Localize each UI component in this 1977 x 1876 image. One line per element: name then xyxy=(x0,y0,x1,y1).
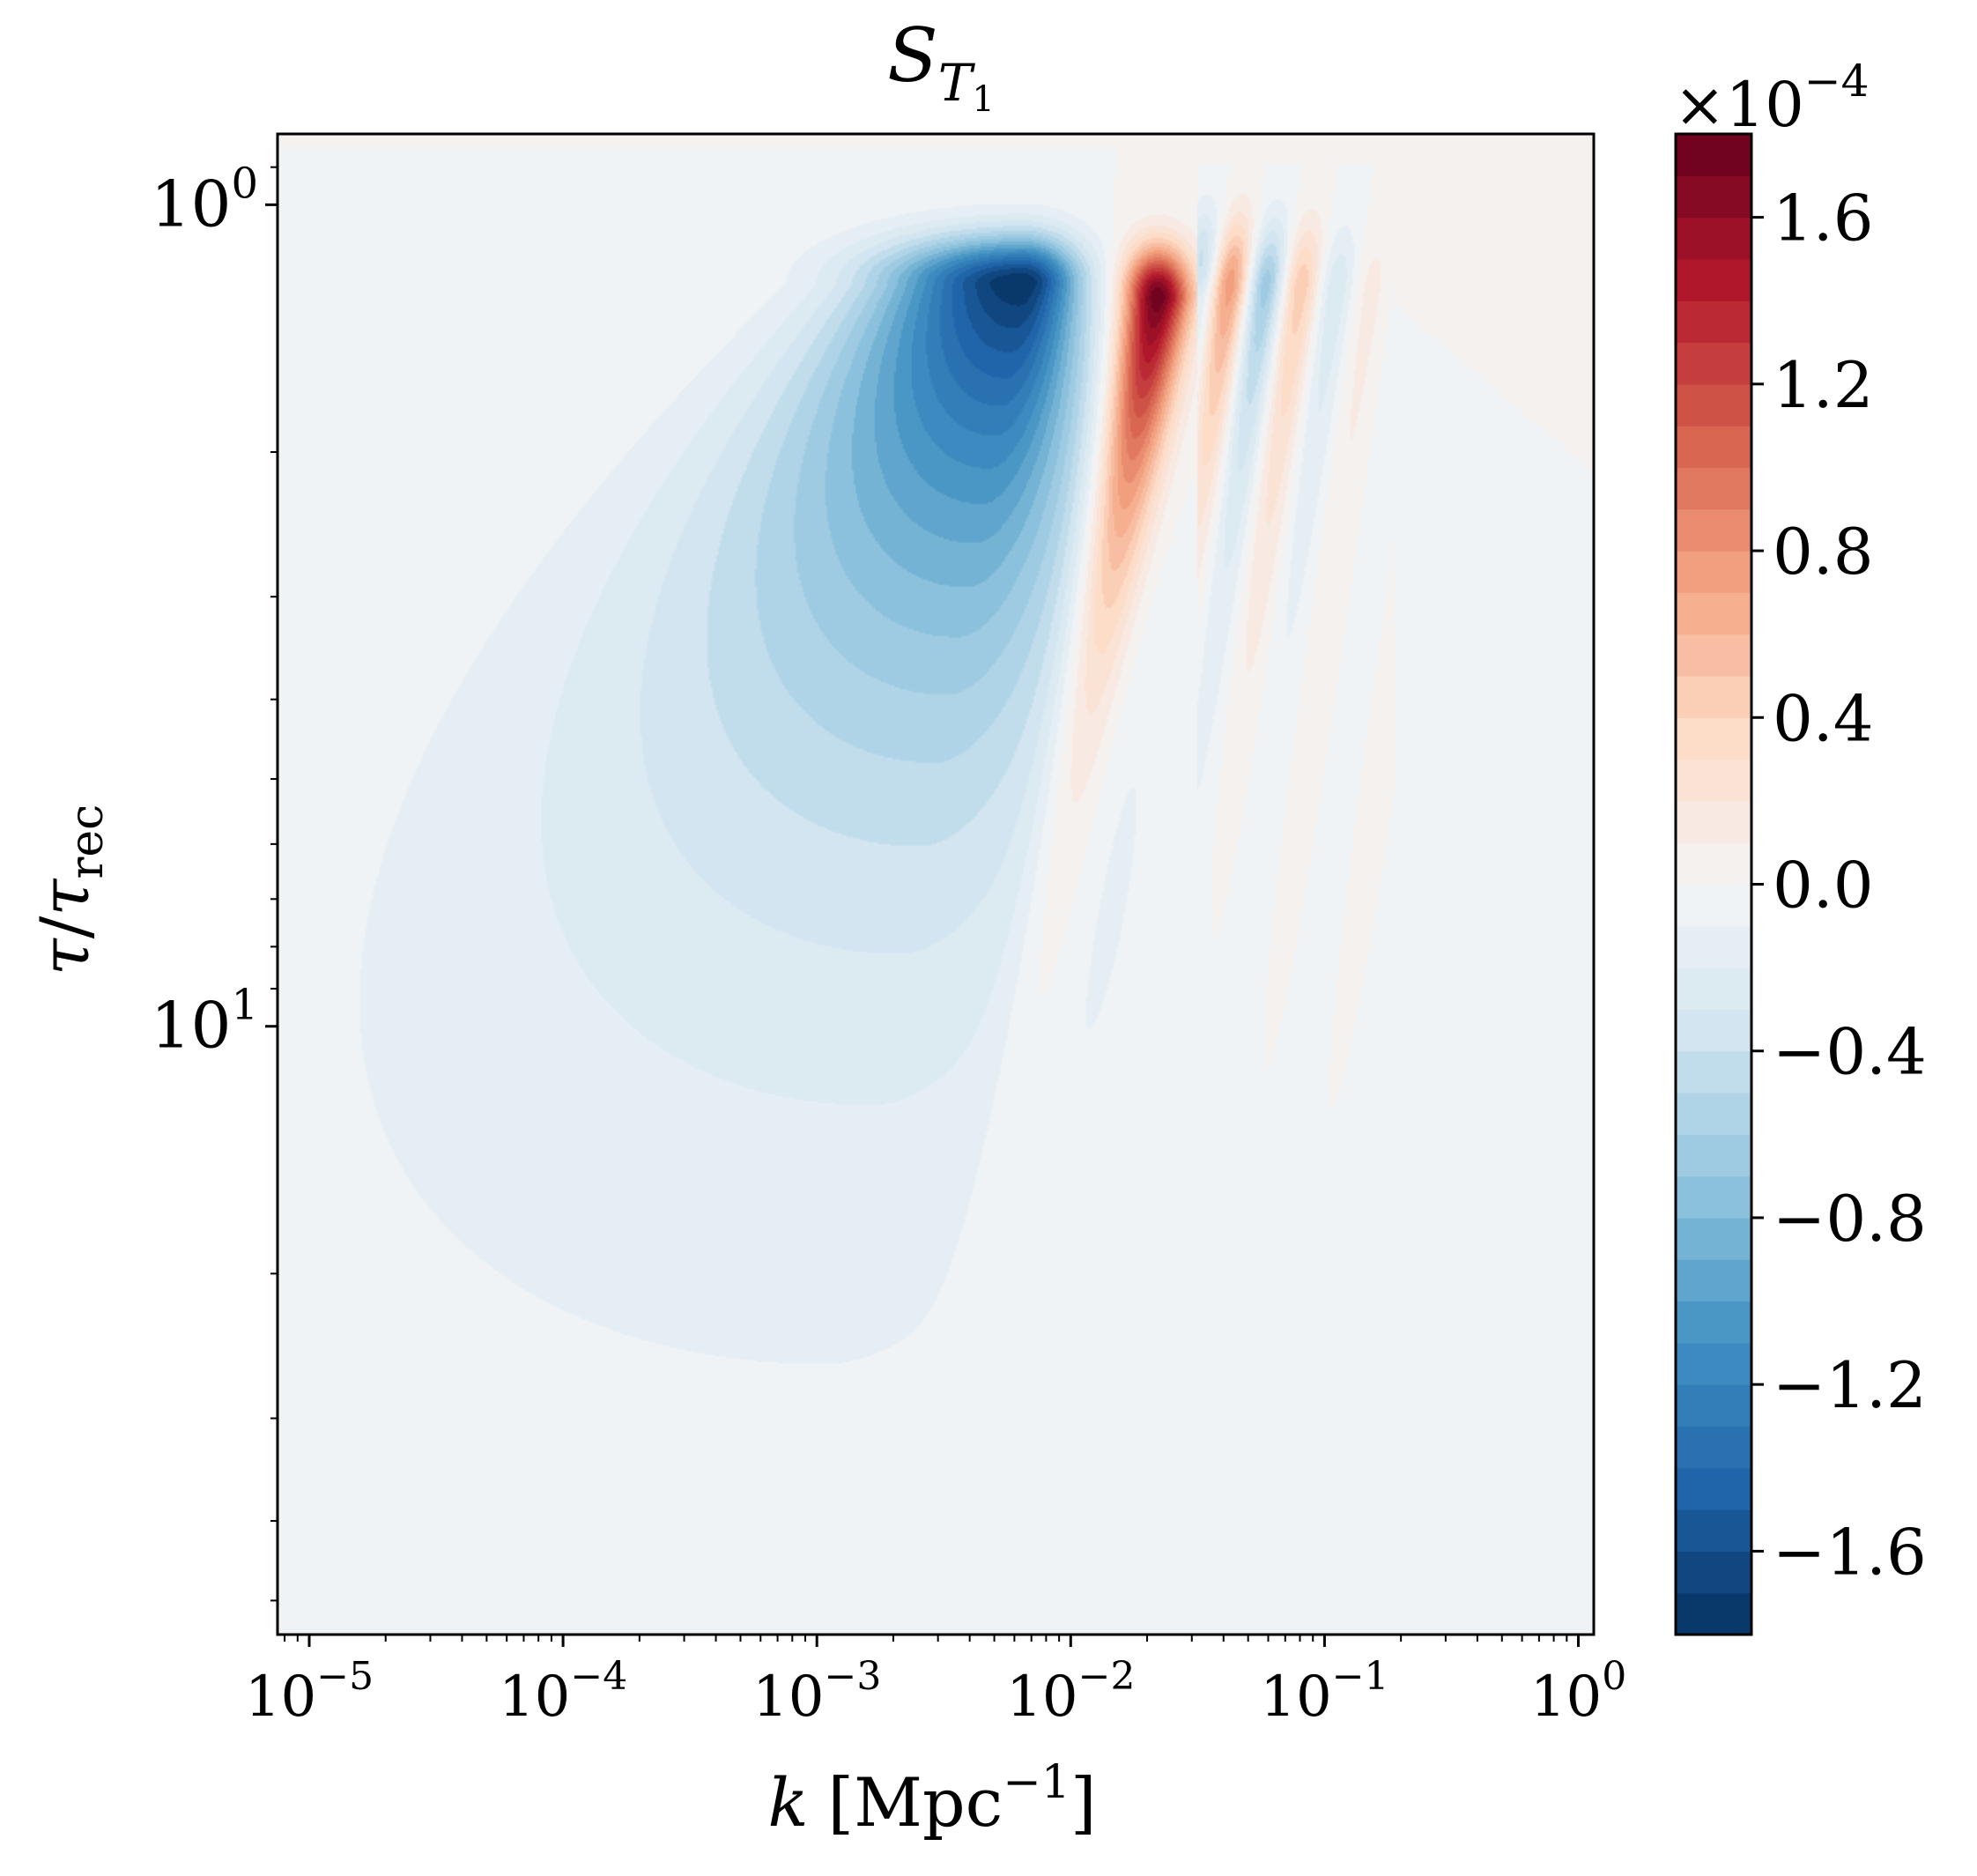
colorbar-tick-label: 0.4 xyxy=(1773,681,1874,755)
heatmap-field xyxy=(278,134,1594,1635)
colorbar-band xyxy=(1676,383,1751,426)
colorbar-tick-label: −0.4 xyxy=(1773,1015,1927,1089)
x-tick-label: 10−5 xyxy=(245,1654,374,1730)
colorbar-band xyxy=(1676,426,1751,469)
colorbar-band xyxy=(1676,508,1751,552)
colorbar-band xyxy=(1676,1342,1751,1385)
colorbar-band xyxy=(1676,258,1751,301)
colorbar-tick-label: 1.2 xyxy=(1773,348,1874,422)
colorbar-band xyxy=(1676,1509,1751,1552)
colorbar-tick-label: 1.6 xyxy=(1773,182,1874,256)
colorbar-band xyxy=(1676,342,1751,385)
x-tick-label: 10−2 xyxy=(1006,1654,1135,1730)
colorbar-tick-label: −1.2 xyxy=(1773,1348,1927,1422)
y-tick-label: 100 xyxy=(151,159,258,241)
colorbar-band xyxy=(1676,551,1751,593)
y-tick-label: 101 xyxy=(151,981,258,1063)
x-axis: 10−5 10−4 10−3 10−2 10−1 100 xyxy=(245,1635,1626,1730)
colorbar-band xyxy=(1676,175,1751,219)
colorbar-band xyxy=(1676,300,1751,344)
colorbar-band xyxy=(1676,675,1751,718)
colorbar-band xyxy=(1676,1050,1751,1094)
colorbar-band xyxy=(1676,1175,1751,1219)
x-tick-label: 10−4 xyxy=(499,1654,627,1730)
x-tick-label: 10−3 xyxy=(752,1654,881,1730)
colorbar-band xyxy=(1676,634,1751,677)
colorbar-band xyxy=(1676,1384,1751,1427)
colorbar-band xyxy=(1676,467,1751,510)
colorbar-band xyxy=(1676,1093,1751,1135)
chart-title: ST1 xyxy=(887,12,995,120)
colorbar-band xyxy=(1676,1134,1751,1177)
colorbar-band xyxy=(1676,134,1751,176)
x-tick-label: 100 xyxy=(1530,1654,1626,1730)
colorbar-tick-label: 0.0 xyxy=(1773,849,1874,923)
colorbar-band xyxy=(1676,925,1751,968)
colorbar-band xyxy=(1676,1217,1751,1260)
y-axis: 100 101 xyxy=(151,159,278,1602)
plot-area: 10−5 10−4 10−3 10−2 10−1 100 100 101 xyxy=(151,132,1626,1730)
y-axis-label: τ/τrec xyxy=(26,805,114,975)
x-tick-label: 10−1 xyxy=(1260,1654,1388,1730)
colorbar-band xyxy=(1676,1551,1751,1594)
colorbar-band xyxy=(1676,717,1751,760)
colorbar-band xyxy=(1676,1426,1751,1469)
colorbar-tick-label: −1.6 xyxy=(1773,1515,1927,1589)
colorbar-bands xyxy=(1676,134,1751,1635)
colorbar-band xyxy=(1676,968,1751,1011)
colorbar-tick-label: −0.8 xyxy=(1773,1182,1927,1256)
colorbar: 1.6 1.2 0.8 0.4 0.0 −0.4 −0.8 −1.2 −1.6 ×10−4 xyxy=(1674,56,1927,1636)
colorbar-band xyxy=(1676,1301,1751,1344)
colorbar-band xyxy=(1676,759,1751,802)
colorbar-band xyxy=(1676,842,1751,886)
x-axis-label: k [Mpc−1] xyxy=(767,1756,1096,1842)
colorbar-ticks: 1.6 1.2 0.8 0.4 0.0 −0.4 −0.8 −1.2 −1.6 xyxy=(1751,182,1927,1589)
colorbar-band xyxy=(1676,1009,1751,1052)
colorbar-band xyxy=(1676,884,1751,927)
colorbar-band xyxy=(1676,800,1751,843)
colorbar-band xyxy=(1676,1467,1751,1510)
colorbar-tick-label: 0.8 xyxy=(1773,515,1874,589)
colorbar-band xyxy=(1676,217,1751,260)
colorbar-multiplier: ×10−4 xyxy=(1674,56,1869,141)
colorbar-band xyxy=(1676,592,1751,635)
colorbar-band xyxy=(1676,1259,1751,1302)
colorbar-band xyxy=(1676,1592,1751,1635)
plot-frame xyxy=(276,132,1596,1636)
